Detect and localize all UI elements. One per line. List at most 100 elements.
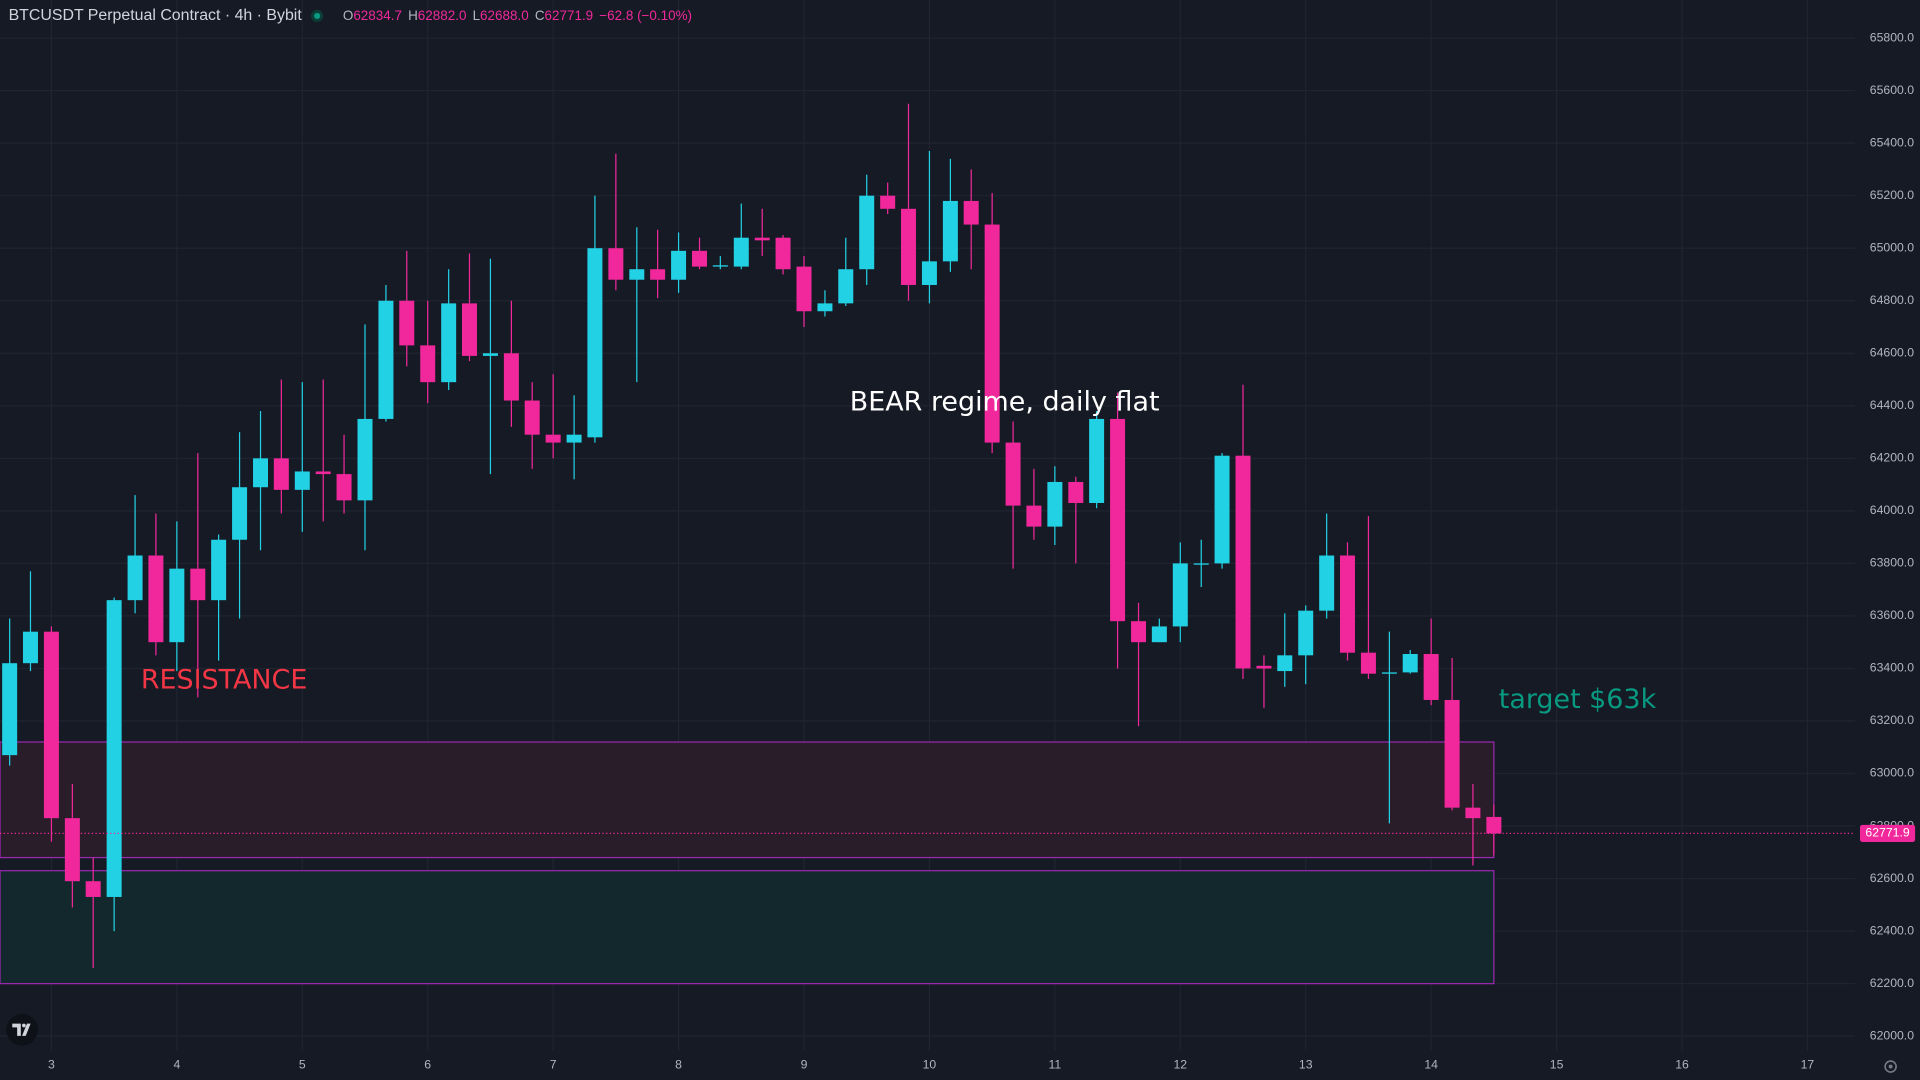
- candle-body: [399, 300, 415, 346]
- candle-body: [1423, 654, 1439, 700]
- legend-value: 62882.0: [418, 7, 467, 22]
- candle-body: [1214, 455, 1230, 564]
- x-tick-label: 8: [675, 1058, 682, 1072]
- candle-body: [211, 539, 227, 601]
- candle-body: [1381, 672, 1397, 674]
- candle-body: [273, 458, 289, 490]
- y-tick-label: 63800.0: [1870, 556, 1914, 570]
- candle-body: [190, 568, 206, 601]
- candle-body: [1131, 621, 1147, 643]
- annotation: BEAR regime, daily flat: [850, 386, 1160, 417]
- candle-body: [22, 631, 38, 664]
- candle-body: [148, 555, 164, 643]
- x-tick-label: 11: [1049, 1058, 1062, 1072]
- candle-body: [336, 474, 352, 501]
- candle-body: [1339, 555, 1355, 653]
- candle-body: [754, 237, 770, 241]
- y-tick-label: 62200.0: [1870, 976, 1914, 990]
- y-tick-label: 65800.0: [1870, 30, 1914, 44]
- settings-icon[interactable]: [1884, 1060, 1897, 1073]
- candle-body: [775, 237, 791, 270]
- candle-body: [942, 200, 958, 262]
- annotation: RESISTANCE: [141, 664, 308, 695]
- y-tick-label: 65400.0: [1870, 135, 1914, 149]
- candle-body: [1277, 655, 1293, 672]
- candle-body: [671, 250, 687, 280]
- candle-body: [1068, 481, 1084, 503]
- y-tick-label: 64800.0: [1870, 293, 1914, 307]
- y-tick-label: 63200.0: [1870, 713, 1914, 727]
- candle-body: [503, 353, 519, 401]
- legend-key: C: [535, 7, 545, 22]
- candle-body: [900, 208, 916, 285]
- candle-body: [232, 487, 248, 540]
- candle-body: [1235, 455, 1251, 669]
- candle-body: [378, 300, 394, 419]
- last-price-label: 62771.9: [1865, 826, 1909, 840]
- x-tick-label: 13: [1299, 1058, 1313, 1072]
- candle-body: [420, 345, 436, 383]
- candle-body: [1319, 555, 1335, 611]
- x-tick-label: 5: [299, 1058, 306, 1072]
- legend-key: H: [408, 7, 418, 22]
- chart-title: BTCUSDT Perpetual Contract · 4h · Bybit: [9, 7, 303, 24]
- candle-body: [566, 434, 582, 443]
- candle-body: [1298, 610, 1314, 656]
- x-tick-label: 16: [1675, 1058, 1689, 1072]
- candle-body: [85, 881, 101, 897]
- candle-body: [545, 434, 561, 443]
- candle-body: [482, 353, 498, 356]
- candle-body: [64, 818, 80, 882]
- candle-body: [1402, 654, 1418, 673]
- y-tick-label: 62400.0: [1870, 923, 1914, 937]
- candle-body: [796, 266, 812, 312]
- candle-body: [963, 200, 979, 225]
- status-dot: [314, 12, 321, 19]
- candle-body: [127, 555, 143, 601]
- candle-body: [461, 303, 477, 356]
- x-tick-label: 14: [1424, 1058, 1438, 1072]
- y-tick-label: 62600.0: [1870, 871, 1914, 885]
- candle-body: [692, 250, 708, 267]
- candle-body: [1444, 699, 1460, 808]
- candle-body: [733, 237, 749, 267]
- tv-logo: [6, 1013, 38, 1046]
- y-tick-label: 64600.0: [1870, 346, 1914, 360]
- legend-change: −62.8 (−0.10%): [599, 7, 692, 22]
- zone: [0, 741, 1495, 859]
- annotation: target $63k: [1499, 684, 1657, 715]
- candle-body: [1005, 442, 1021, 506]
- legend-value: 62688.0: [480, 7, 529, 22]
- y-tick-label: 62000.0: [1870, 1028, 1914, 1042]
- candle-body: [859, 195, 875, 270]
- y-tick-label: 63400.0: [1870, 661, 1914, 675]
- candle-body: [838, 269, 854, 304]
- candle-body: [43, 631, 59, 819]
- candle-body: [1110, 418, 1126, 622]
- y-tick-label: 63600.0: [1870, 608, 1914, 622]
- x-tick-label: 15: [1550, 1058, 1564, 1072]
- x-tick-label: 3: [48, 1058, 55, 1072]
- candle-body: [1360, 652, 1376, 674]
- legend-value: 62834.7: [353, 7, 402, 22]
- ohlc-legend: O62834.7 H62882.0 L62688.0 C62771.9 −62.8 (−…: [343, 7, 692, 22]
- candle-body: [1172, 563, 1188, 627]
- x-tick-label: 6: [424, 1058, 431, 1072]
- candle-body: [650, 269, 666, 280]
- candle-body: [169, 568, 185, 643]
- candle-body: [1256, 665, 1272, 669]
- zone: [0, 870, 1495, 985]
- candle-body: [357, 418, 373, 501]
- x-tick-label: 12: [1173, 1058, 1187, 1072]
- y-tick-label: 64400.0: [1870, 398, 1914, 412]
- candle-body: [1193, 563, 1209, 565]
- y-tick-label: 65600.0: [1870, 83, 1914, 97]
- legend-key: L: [473, 7, 481, 22]
- candle-body: [817, 303, 833, 312]
- candle-body: [441, 303, 457, 383]
- candle-body: [106, 600, 122, 897]
- candle-body: [1047, 481, 1063, 527]
